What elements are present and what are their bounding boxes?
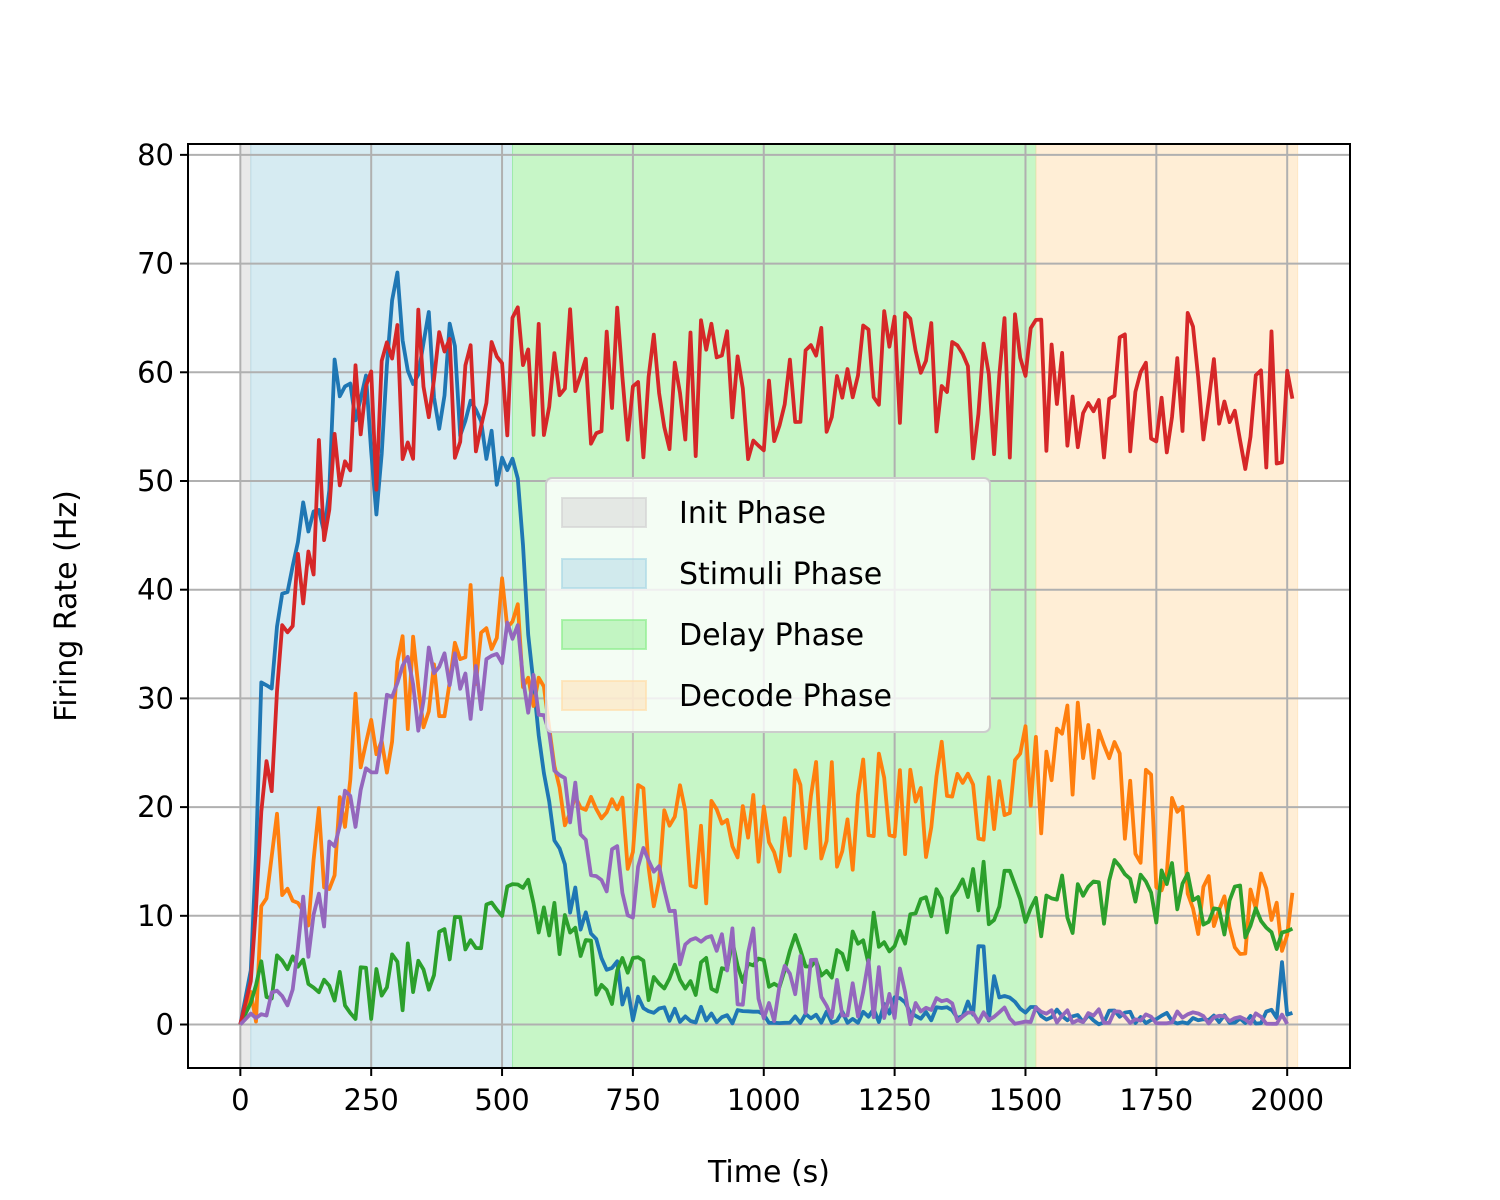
legend-box	[545, 477, 991, 733]
y-tick-label-60: 60	[137, 355, 174, 389]
plot-frame	[187, 143, 1351, 1069]
legend: Init Phase Stimuli Phase Delay Phase Decode…	[545, 477, 991, 733]
x-tick-label-1250: 1250	[858, 1083, 932, 1117]
y-tick-label-80: 80	[137, 138, 174, 172]
legend-label-3: Decode Phase	[679, 679, 892, 714]
series-line-2	[238, 858, 1294, 1026]
legend-label-1: Stimuli Phase	[679, 557, 882, 592]
legend-label-0: Init Phase	[679, 496, 826, 531]
y-tick-label-40: 40	[137, 573, 174, 607]
x-tick-label-1500: 1500	[989, 1083, 1063, 1117]
y-tick-label-30: 30	[137, 681, 174, 715]
legend-swatch-3	[561, 680, 647, 711]
x-tick-label-750: 750	[605, 1083, 660, 1117]
axis-ticks: 0 250 500 750 1000 1250 1500 1750 2000 0 10 20 30 40 5…	[137, 138, 1324, 1117]
x-tick-label-1000: 1000	[727, 1083, 801, 1117]
y-tick-label-10: 10	[137, 899, 174, 933]
legend-swatch-0	[561, 497, 647, 528]
y-axis-label: Firing Rate (Hz)	[49, 490, 84, 722]
x-tick-label-0: 0	[231, 1083, 249, 1117]
y-tick-label-20: 20	[137, 790, 174, 824]
x-tick-label-500: 500	[474, 1083, 529, 1117]
legend-swatch-2	[561, 619, 647, 650]
x-tick-label-2000: 2000	[1250, 1083, 1324, 1117]
series-lines	[238, 270, 1295, 1027]
x-tick-label-250: 250	[344, 1083, 399, 1117]
series-line-4	[238, 620, 1289, 1026]
phase-band-3	[1035, 143, 1299, 1069]
series-line-3	[238, 305, 1295, 1025]
series-line-1	[238, 576, 1295, 1026]
x-axis-label: Time (s)	[707, 1155, 830, 1190]
phase-band-0	[239, 143, 252, 1069]
y-tick-label-50: 50	[137, 464, 174, 498]
y-tick-label-70: 70	[137, 247, 174, 281]
y-tick-label-0: 0	[156, 1008, 174, 1042]
legend-label-2: Delay Phase	[679, 618, 864, 653]
x-tick-label-1750: 1750	[1119, 1083, 1193, 1117]
legend-swatch-1	[561, 558, 647, 589]
